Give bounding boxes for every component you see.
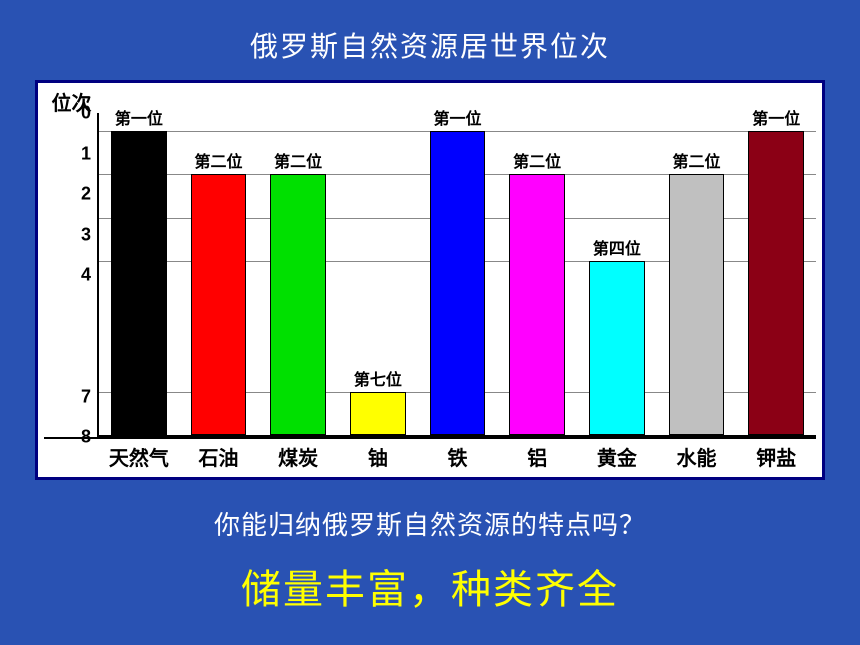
- slide: 俄罗斯自然资源居世界位次 位次 0123478 第一位第二位第二位第七位第一位第…: [0, 0, 860, 645]
- plot-area: 第一位第二位 第二位第七位 第一位第二位第四位 第二位 第一位: [99, 87, 816, 437]
- x-axis-labels: 天然气石油煤炭铀铁铝黄金水能钾盐: [99, 439, 816, 477]
- x-axis-label: 天然气: [99, 439, 179, 477]
- y-tick-label: 8: [81, 427, 91, 448]
- bar: [589, 261, 645, 435]
- x-axis-label: 铁: [418, 439, 498, 477]
- x-axis-label: 煤炭: [258, 439, 338, 477]
- bar-slot: 第一位: [418, 87, 498, 435]
- y-axis: 位次 0123478: [44, 87, 99, 437]
- bar: [430, 131, 486, 436]
- bar-value-label: 第一位: [115, 105, 163, 131]
- bar-value-label: 第七位: [354, 366, 402, 392]
- bar: [669, 174, 725, 435]
- y-tick-label: 1: [81, 143, 91, 164]
- bar-value-label: 第二位: [194, 148, 242, 174]
- bar: [350, 392, 406, 436]
- bar-value-label: 第二位: [513, 148, 561, 174]
- bar-value-label: 第二位: [673, 148, 721, 174]
- y-tick-label: 2: [81, 184, 91, 205]
- x-axis: 天然气石油煤炭铀铁铝黄金水能钾盐: [44, 437, 816, 477]
- bar-slot: 第二位: [497, 87, 577, 435]
- question-text: 你能归纳俄罗斯自然资源的特点吗？: [214, 505, 646, 542]
- chart-container: 位次 0123478 第一位第二位第二位第七位第一位第二位第四位第二位第一位 天…: [35, 80, 825, 480]
- x-axis-label: 黄金: [577, 439, 657, 477]
- x-axis-label: 铝: [497, 439, 577, 477]
- y-axis-ticks: 0123478: [44, 113, 99, 437]
- bar-slot: 第二位: [179, 87, 259, 435]
- x-axis-label: 水能: [657, 439, 737, 477]
- answer-text: 储量丰富，种类齐全: [241, 557, 619, 615]
- bar-value-label: 第一位: [752, 105, 800, 131]
- bar-slot: 第一位: [736, 87, 816, 435]
- x-axis-label: 铀: [338, 439, 418, 477]
- y-tick-label: 7: [81, 386, 91, 407]
- chart-body: 位次 0123478 第一位第二位第二位第七位第一位第二位第四位第二位第一位: [44, 87, 816, 437]
- bar-value-label: 第二位: [274, 148, 322, 174]
- bar-slot: 第七位: [338, 87, 418, 435]
- bar-value-label: 第四位: [593, 235, 641, 261]
- slide-title: 俄罗斯自然资源居世界位次: [250, 25, 610, 65]
- bar-slot: 第二位: [657, 87, 737, 435]
- y-tick-label: 0: [81, 103, 91, 124]
- bar: [270, 174, 326, 435]
- bar-slot: 第二位: [258, 87, 338, 435]
- bars-container: 第一位第二位 第二位第七位 第一位第二位第四位 第二位 第一位: [99, 87, 816, 435]
- bar-value-label: 第一位: [434, 105, 482, 131]
- x-axis-label: 石油: [179, 439, 259, 477]
- bar: [191, 174, 247, 435]
- y-tick-label: 4: [81, 265, 91, 286]
- bar-slot: 第一位: [99, 87, 179, 435]
- bar: [111, 131, 167, 436]
- bar: [509, 174, 565, 435]
- bar-slot: 第四位: [577, 87, 657, 435]
- x-axis-label: 钾盐: [736, 439, 816, 477]
- bar: [748, 131, 804, 436]
- y-tick-label: 3: [81, 224, 91, 245]
